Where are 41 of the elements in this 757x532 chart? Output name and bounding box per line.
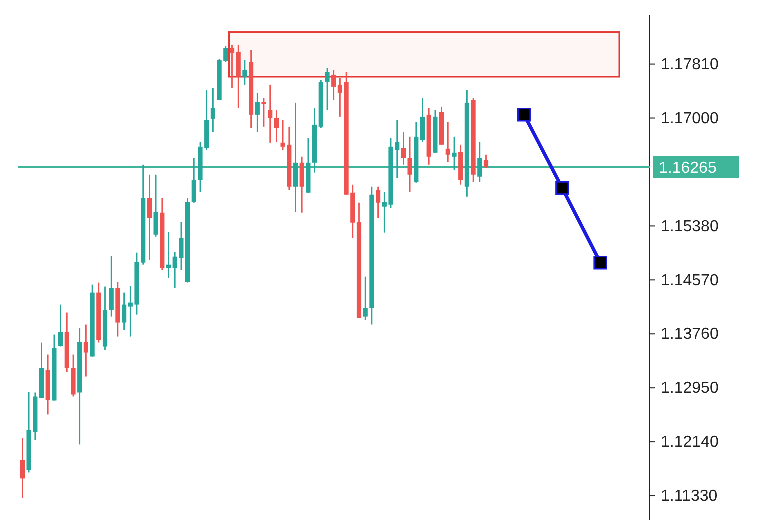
candlestick [255,92,260,133]
candlestick [230,44,235,89]
point [556,181,570,196]
y-tick-label: 1.17000 [661,110,719,128]
candlestick [452,136,457,171]
candlestick [210,88,216,133]
candlestick [20,437,25,499]
candlestick [446,122,450,163]
y-tick-label: 1.14570 [661,272,719,290]
candlestick [109,255,114,318]
candlestick [274,110,279,143]
candlestick [122,292,127,331]
y-tick-label: 1.15380 [661,218,719,236]
y-tick-label: 1.13760 [661,326,719,344]
candlestick [332,70,336,101]
y-tick-label: 1.12140 [661,434,719,452]
point [517,108,532,122]
candlestick [58,304,64,348]
candlestick [325,68,330,111]
candlestick [293,102,298,213]
candlestick [376,186,381,219]
candlestick [147,174,152,261]
y-tick-label: 1.12950 [661,380,719,398]
candlestick [192,158,196,204]
candlestick [401,132,406,166]
candlestick [363,276,368,321]
ref-line-label: 1.16265 [659,160,717,178]
candlestick [262,98,266,128]
candlestick [84,324,88,378]
candlestick [242,60,248,86]
y-tick-label: 1.17810 [661,56,719,74]
point [594,256,608,270]
candlestick [484,154,489,169]
y-tick-label: 1.11330 [661,488,718,506]
candlestick [478,142,482,183]
candlestick [408,136,412,193]
candlestick [420,98,426,143]
candlestick [300,156,304,214]
candlestick [268,84,273,144]
candlestick [338,78,342,118]
candlestick [154,174,158,238]
